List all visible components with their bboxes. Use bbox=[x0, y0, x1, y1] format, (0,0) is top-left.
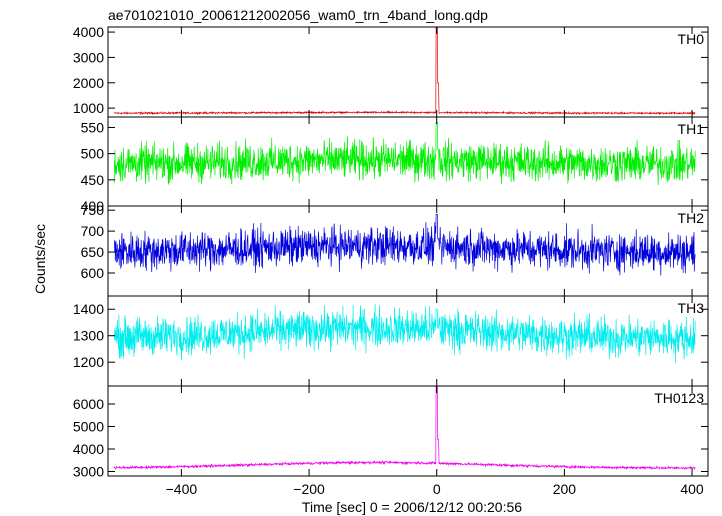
panels-group: 1000 2000 3000 4000 TH0 400 450 500 550 TH1 600 650… bbox=[73, 24, 709, 480]
panel-th0123: 3000 4000 5000 6000 TH0123 bbox=[73, 385, 709, 480]
series-line-th3 bbox=[114, 304, 696, 363]
panel-th3: 1200 1300 1400 TH3 bbox=[73, 295, 709, 387]
chart-title: ae701021010_20061212002056_wam0_trn_4ban… bbox=[108, 7, 488, 23]
y-tick-label: 4000 bbox=[73, 441, 104, 457]
y-tick-label: 700 bbox=[81, 223, 105, 239]
y-tick-label: 600 bbox=[81, 265, 105, 281]
panel-label: TH3 bbox=[678, 300, 705, 316]
x-axis: −400 −200 0 200 400 bbox=[166, 481, 704, 497]
panel-label: TH1 bbox=[678, 121, 705, 137]
x-tick-label: 200 bbox=[553, 481, 577, 497]
x-axis-label: Time [sec] 0 = 2006/12/12 00:20:56 bbox=[302, 499, 522, 515]
x-tick-label: −400 bbox=[166, 481, 198, 497]
panel-label: TH0 bbox=[678, 31, 705, 47]
panel-th2: 600 650 700 750 TH2 bbox=[81, 202, 709, 297]
panel-frame bbox=[107, 26, 709, 118]
y-tick-label: 500 bbox=[81, 146, 105, 162]
y-tick-label: 1300 bbox=[73, 328, 104, 344]
y-axis-label: Counts/sec bbox=[32, 224, 48, 294]
y-tick-label: 450 bbox=[81, 172, 105, 188]
x-tick-label: 400 bbox=[680, 481, 704, 497]
y-tick-label: 3000 bbox=[73, 49, 104, 65]
y-tick-label: 750 bbox=[81, 202, 105, 218]
series-line-th0 bbox=[114, 26, 696, 116]
y-tick-label: 1000 bbox=[73, 100, 104, 116]
panel-th1: 400 450 500 550 TH1 bbox=[81, 116, 709, 214]
series-line-th0123 bbox=[114, 385, 696, 471]
y-tick-label: 2000 bbox=[73, 75, 104, 91]
y-tick-label: 400 bbox=[81, 198, 105, 214]
series-line-th1 bbox=[114, 121, 696, 186]
y-tick-label: 550 bbox=[81, 119, 105, 135]
series-line-th2 bbox=[114, 214, 696, 276]
y-tick-label: 3000 bbox=[73, 464, 104, 480]
panel-th0: 1000 2000 3000 4000 TH0 bbox=[73, 24, 709, 118]
y-tick-label: 650 bbox=[81, 244, 105, 260]
x-tick-label: 0 bbox=[433, 481, 441, 497]
y-tick-label: 5000 bbox=[73, 419, 104, 435]
panel-label: TH2 bbox=[678, 210, 705, 226]
y-tick-label: 4000 bbox=[73, 24, 104, 40]
panel-label: TH0123 bbox=[654, 390, 704, 406]
panel-frame bbox=[107, 385, 709, 477]
y-tick-label: 1200 bbox=[73, 354, 104, 370]
x-tick-label: −200 bbox=[293, 481, 325, 497]
y-tick-label: 6000 bbox=[73, 396, 104, 412]
y-tick-label: 1400 bbox=[73, 301, 104, 317]
